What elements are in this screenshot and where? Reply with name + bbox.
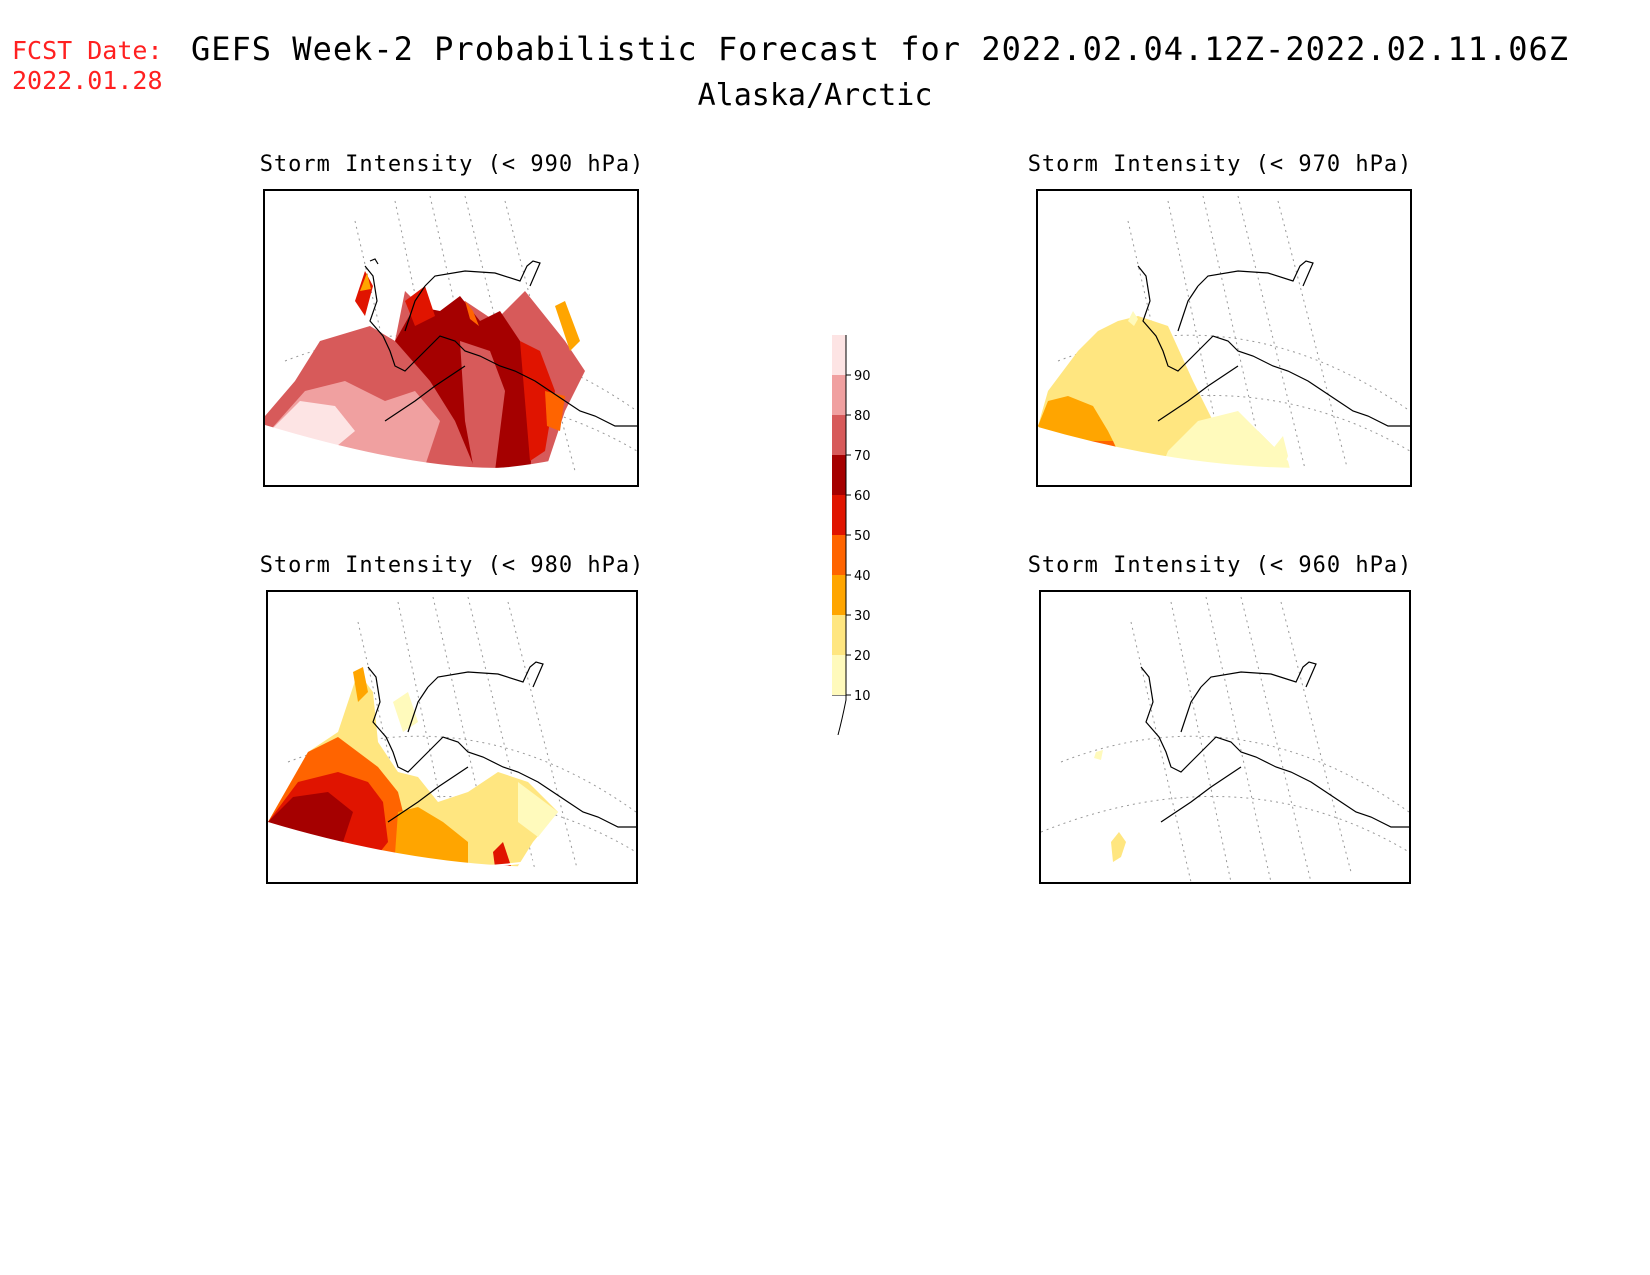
page-title: GEFS Week-2 Probabilistic Forecast for 2… — [190, 30, 1570, 68]
map-990-svg — [265, 195, 637, 485]
colorbar-label-40: 40 — [854, 569, 871, 584]
panel-980-title: Storm Intensity (< 980 hPa) — [259, 553, 645, 578]
colorbar-label-10: 10 — [854, 689, 871, 704]
forecast-date-value: 2022.01.28 — [12, 66, 163, 95]
colorbar-box-4 — [832, 495, 846, 535]
coastline — [364, 258, 637, 427]
colorbar-box-8 — [832, 335, 846, 375]
map-960-svg — [1041, 596, 1409, 882]
colorbar-box-5 — [832, 455, 846, 495]
colorbar-label-30: 30 — [854, 609, 871, 624]
probability-fill — [265, 271, 585, 481]
colorbar-label-80: 80 — [854, 409, 871, 424]
map-970-svg — [1038, 195, 1410, 485]
colorbar-label-70: 70 — [854, 449, 871, 464]
forecast-date-label: FCST Date: — [12, 36, 163, 65]
colorbar-box-0 — [832, 655, 846, 695]
probability-fill — [1094, 750, 1126, 862]
colorbar-legend: 10 20 30 40 50 60 70 80 90 — [832, 335, 871, 735]
map-panel-960 — [1039, 590, 1411, 884]
colorbar-tail-bottom — [832, 694, 847, 735]
map-panel-970 — [1036, 189, 1412, 487]
colorbar-box-1 — [832, 615, 846, 655]
panel-970-title: Storm Intensity (< 970 hPa) — [1027, 152, 1413, 177]
colorbar-box-6 — [832, 415, 846, 455]
map-980-svg — [268, 596, 636, 882]
panel-960-title: Storm Intensity (< 960 hPa) — [1027, 553, 1413, 578]
colorbar-box-2 — [832, 575, 846, 615]
colorbar-label-20: 20 — [854, 649, 871, 664]
colorbar-label-50: 50 — [854, 529, 871, 544]
colorbar-box-7 — [832, 375, 846, 415]
coastline — [1140, 661, 1409, 828]
coastline — [1137, 260, 1410, 427]
panel-990-title: Storm Intensity (< 990 hPa) — [259, 152, 645, 177]
map-panel-990 — [263, 189, 639, 487]
colorbar-label-60: 60 — [854, 489, 871, 504]
colorbar-label-90: 90 — [854, 369, 871, 384]
forecast-date-block: FCST Date: 2022.01.28 — [12, 36, 163, 96]
map-panel-980 — [266, 590, 638, 884]
coastline — [367, 661, 636, 828]
page-subtitle: Alaska/Arctic — [697, 78, 933, 113]
colorbar-box-3 — [832, 535, 846, 575]
graticule — [1041, 596, 1409, 882]
